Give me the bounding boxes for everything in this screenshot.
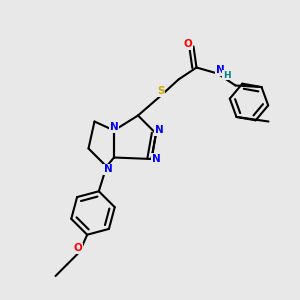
Text: N: N — [110, 122, 118, 132]
Text: N: N — [152, 154, 160, 164]
Text: N: N — [154, 125, 164, 136]
Text: O: O — [74, 243, 82, 254]
Text: N: N — [103, 164, 112, 175]
Text: S: S — [157, 86, 164, 97]
Text: N: N — [215, 65, 224, 75]
Text: H: H — [223, 70, 230, 80]
Text: O: O — [184, 39, 193, 49]
